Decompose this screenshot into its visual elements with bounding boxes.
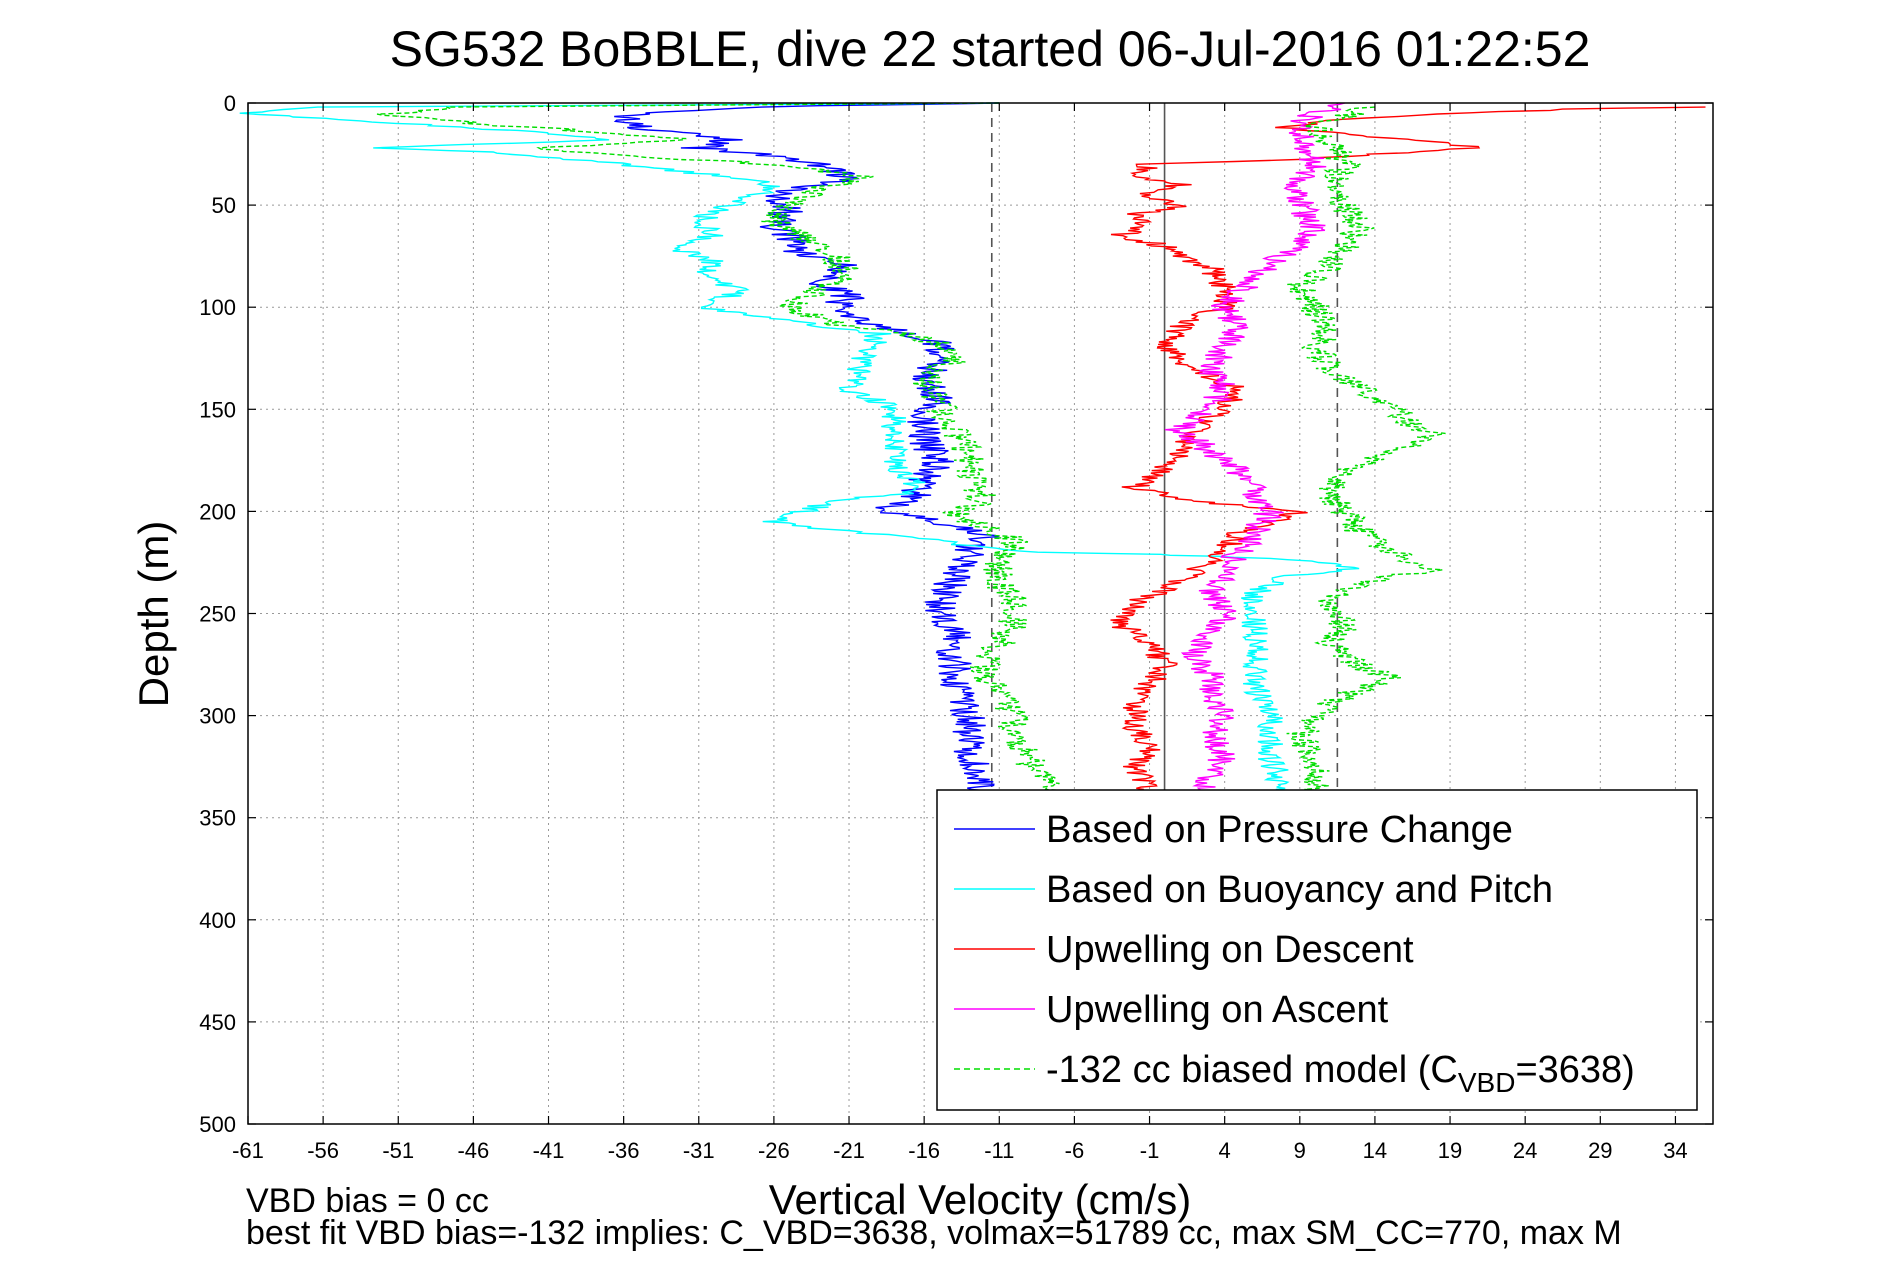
x-tick-label: -61 — [232, 1138, 264, 1163]
y-tick-label: 450 — [199, 1010, 236, 1035]
x-tick-label: 34 — [1663, 1138, 1687, 1163]
series-line — [239, 102, 1360, 794]
x-tick-label: 4 — [1219, 1138, 1231, 1163]
series-line — [1110, 106, 1706, 794]
y-tick-label: 0 — [224, 91, 236, 116]
legend: Based on Pressure Change Based on Buoyanc… — [936, 789, 1698, 1111]
x-tick-label: -51 — [382, 1138, 414, 1163]
x-tick-label: -31 — [683, 1138, 715, 1163]
best-fit-note: best fit VBD bias=-132 implies: C_VBD=36… — [246, 1214, 1622, 1252]
y-tick-label: 150 — [199, 397, 236, 422]
series-line — [1165, 102, 1346, 794]
legend-box — [936, 789, 1698, 1111]
chart-title: SG532 BoBBLE, dive 22 started 06-Jul-201… — [390, 21, 1591, 77]
legend-label: Based on Pressure Change — [1046, 809, 1513, 851]
legend-label: Upwelling on Descent — [1046, 929, 1414, 971]
x-tick-label: -11 — [984, 1138, 1014, 1163]
x-tick-label: -6 — [1065, 1138, 1085, 1163]
x-tick-label: -56 — [307, 1138, 339, 1163]
y-tick-label: 200 — [199, 499, 236, 524]
x-tick-label: -16 — [908, 1138, 940, 1163]
y-tick-label: 50 — [212, 193, 236, 218]
legend-label-prefix: -132 cc biased model (C — [1046, 1049, 1458, 1091]
legend-label-suffix: =3638) — [1515, 1049, 1634, 1091]
x-tick-label: -26 — [758, 1138, 790, 1163]
x-tick-label: 9 — [1294, 1138, 1306, 1163]
series-line — [613, 102, 1000, 794]
x-tick-label: 29 — [1588, 1138, 1612, 1163]
x-tick-label: 24 — [1513, 1138, 1537, 1163]
series-line — [376, 102, 1071, 794]
vbd-bias-note: VBD bias = 0 cc — [246, 1182, 489, 1220]
legend-label: Based on Buoyancy and Pitch — [1046, 869, 1553, 911]
y-tick-label: 250 — [199, 602, 236, 627]
y-tick-label: 500 — [199, 1112, 236, 1137]
x-tick-label: -21 — [833, 1138, 865, 1163]
legend-label-subscript: VBD — [1458, 1067, 1516, 1098]
x-tick-label: -36 — [608, 1138, 640, 1163]
y-tick-label: 400 — [199, 908, 236, 933]
axis-ticks: -61 -56 -51 -46 -41 -36 -31 -26 -21 -16 -11 -6 -1 4 9 1… — [199, 91, 1713, 1163]
x-tick-label: 19 — [1438, 1138, 1462, 1163]
y-tick-label: 350 — [199, 806, 236, 831]
x-tick-label: -1 — [1140, 1138, 1160, 1163]
x-tick-label: 14 — [1363, 1138, 1387, 1163]
x-tick-label: -41 — [533, 1138, 565, 1163]
legend-label: -132 cc biased model (CVBD=3638) — [1046, 1049, 1635, 1098]
y-axis-label: Depth (m) — [130, 521, 177, 708]
data-series — [239, 102, 1706, 794]
legend-label: Upwelling on Ascent — [1046, 989, 1389, 1031]
y-tick-label: 300 — [199, 704, 236, 729]
x-axis-label: Vertical Velocity (cm/s) — [769, 1176, 1191, 1223]
y-tick-label: 100 — [199, 295, 236, 320]
x-tick-label: -46 — [457, 1138, 489, 1163]
